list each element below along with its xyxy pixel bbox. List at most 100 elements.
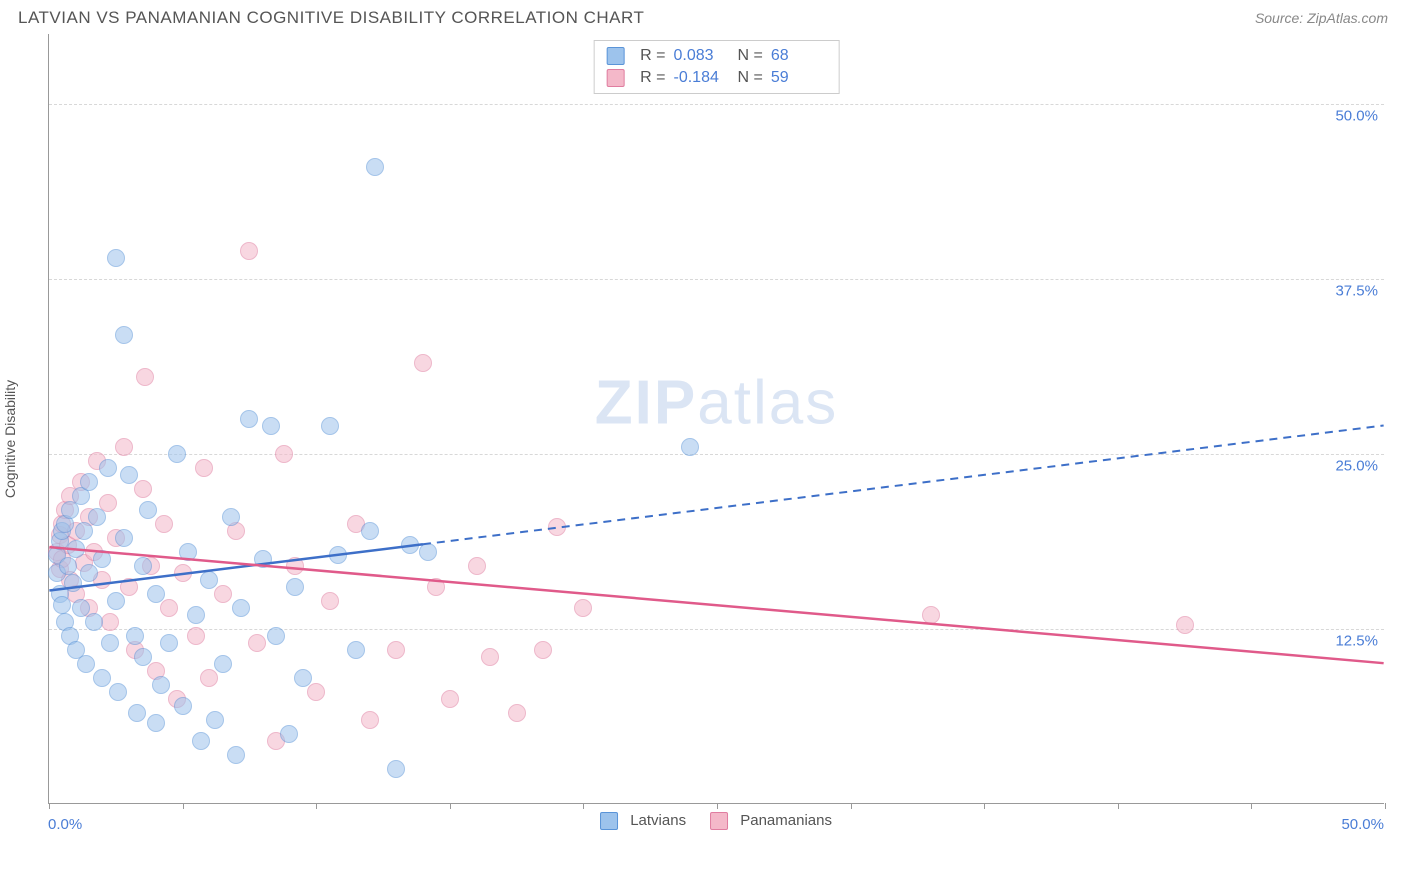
data-point-panamanians bbox=[321, 592, 339, 610]
grid-line bbox=[49, 104, 1384, 105]
data-point-latvians bbox=[267, 627, 285, 645]
legend-label-latvians: Latvians bbox=[630, 812, 686, 829]
data-point-panamanians bbox=[1176, 616, 1194, 634]
data-point-latvians bbox=[120, 466, 138, 484]
data-point-latvians bbox=[93, 550, 111, 568]
data-point-panamanians bbox=[387, 641, 405, 659]
series-legend: Latvians Panamanians bbox=[600, 812, 832, 830]
data-point-latvians bbox=[187, 606, 205, 624]
data-point-latvians bbox=[126, 627, 144, 645]
data-point-panamanians bbox=[468, 557, 486, 575]
data-point-panamanians bbox=[174, 564, 192, 582]
data-point-latvians bbox=[254, 550, 272, 568]
data-point-latvians bbox=[286, 578, 304, 596]
chart-title: LATVIAN VS PANAMANIAN COGNITIVE DISABILI… bbox=[18, 8, 644, 28]
r-label: R = bbox=[640, 47, 665, 65]
data-point-latvians bbox=[75, 522, 93, 540]
data-point-panamanians bbox=[115, 438, 133, 456]
data-point-latvians bbox=[681, 438, 699, 456]
swatch-panamanians-icon bbox=[606, 69, 624, 87]
data-point-panamanians bbox=[120, 578, 138, 596]
data-point-latvians bbox=[321, 417, 339, 435]
data-point-latvians bbox=[107, 592, 125, 610]
data-point-panamanians bbox=[200, 669, 218, 687]
data-point-panamanians bbox=[361, 711, 379, 729]
x-max-label: 50.0% bbox=[1341, 816, 1384, 833]
y-axis-label: Cognitive Disability bbox=[2, 380, 18, 498]
data-point-panamanians bbox=[101, 613, 119, 631]
data-point-panamanians bbox=[240, 242, 258, 260]
data-point-latvians bbox=[240, 410, 258, 428]
data-point-latvians bbox=[152, 676, 170, 694]
data-point-latvians bbox=[80, 564, 98, 582]
data-point-panamanians bbox=[481, 648, 499, 666]
data-point-latvians bbox=[115, 529, 133, 547]
grid-line bbox=[49, 454, 1384, 455]
stats-legend: R = 0.083 N = 68 R = -0.184 N = 59 bbox=[593, 40, 840, 94]
data-point-panamanians bbox=[195, 459, 213, 477]
data-point-latvians bbox=[214, 655, 232, 673]
data-point-panamanians bbox=[155, 515, 173, 533]
data-point-latvians bbox=[88, 508, 106, 526]
swatch-latvians-icon bbox=[606, 47, 624, 65]
data-point-latvians bbox=[200, 571, 218, 589]
data-point-panamanians bbox=[248, 634, 266, 652]
data-point-latvians bbox=[361, 522, 379, 540]
n-value-panamanians: 59 bbox=[771, 69, 827, 87]
data-point-latvians bbox=[101, 634, 119, 652]
data-point-panamanians bbox=[214, 585, 232, 603]
data-point-latvians bbox=[59, 557, 77, 575]
swatch-latvians-icon bbox=[600, 812, 618, 830]
data-point-latvians bbox=[115, 326, 133, 344]
data-point-latvians bbox=[53, 596, 71, 614]
data-point-latvians bbox=[80, 473, 98, 491]
x-axis-labels: 0.0% Latvians Panamanians 50.0% bbox=[48, 804, 1384, 844]
data-point-latvians bbox=[77, 655, 95, 673]
data-point-panamanians bbox=[548, 518, 566, 536]
data-point-panamanians bbox=[160, 599, 178, 617]
data-point-latvians bbox=[419, 543, 437, 561]
data-point-panamanians bbox=[307, 683, 325, 701]
data-point-latvians bbox=[206, 711, 224, 729]
stats-row-panamanians: R = -0.184 N = 59 bbox=[606, 67, 827, 89]
data-point-latvians bbox=[109, 683, 127, 701]
data-point-latvians bbox=[160, 634, 178, 652]
data-point-latvians bbox=[67, 540, 85, 558]
data-point-latvians bbox=[222, 508, 240, 526]
data-point-latvians bbox=[99, 459, 117, 477]
data-point-latvians bbox=[387, 760, 405, 778]
data-point-latvians bbox=[85, 613, 103, 631]
legend-item-latvians: Latvians bbox=[600, 812, 686, 830]
data-point-latvians bbox=[147, 585, 165, 603]
data-point-latvians bbox=[329, 546, 347, 564]
data-point-latvians bbox=[147, 714, 165, 732]
data-point-latvians bbox=[134, 648, 152, 666]
data-point-panamanians bbox=[427, 578, 445, 596]
data-point-panamanians bbox=[414, 354, 432, 372]
data-point-latvians bbox=[401, 536, 419, 554]
data-point-panamanians bbox=[508, 704, 526, 722]
legend-label-panamanians: Panamanians bbox=[740, 812, 832, 829]
data-point-panamanians bbox=[534, 641, 552, 659]
data-point-latvians bbox=[280, 725, 298, 743]
chart-container: Cognitive Disability ZIPatlas R = 0.083 … bbox=[18, 34, 1388, 844]
data-point-latvians bbox=[262, 417, 280, 435]
data-point-panamanians bbox=[275, 445, 293, 463]
y-tick-label: 50.0% bbox=[1335, 108, 1378, 125]
data-point-latvians bbox=[107, 249, 125, 267]
data-point-latvians bbox=[227, 746, 245, 764]
n-value-latvians: 68 bbox=[771, 47, 827, 65]
y-tick-label: 37.5% bbox=[1335, 283, 1378, 300]
r-value-latvians: 0.083 bbox=[674, 47, 730, 65]
n-label: N = bbox=[738, 69, 763, 87]
grid-line bbox=[49, 279, 1384, 280]
x-min-label: 0.0% bbox=[48, 816, 82, 833]
r-label: R = bbox=[640, 69, 665, 87]
data-point-latvians bbox=[139, 501, 157, 519]
data-point-latvians bbox=[168, 445, 186, 463]
data-point-panamanians bbox=[286, 557, 304, 575]
data-point-latvians bbox=[179, 543, 197, 561]
n-label: N = bbox=[738, 47, 763, 65]
source-label: Source: ZipAtlas.com bbox=[1255, 10, 1388, 26]
stats-row-latvians: R = 0.083 N = 68 bbox=[606, 45, 827, 67]
